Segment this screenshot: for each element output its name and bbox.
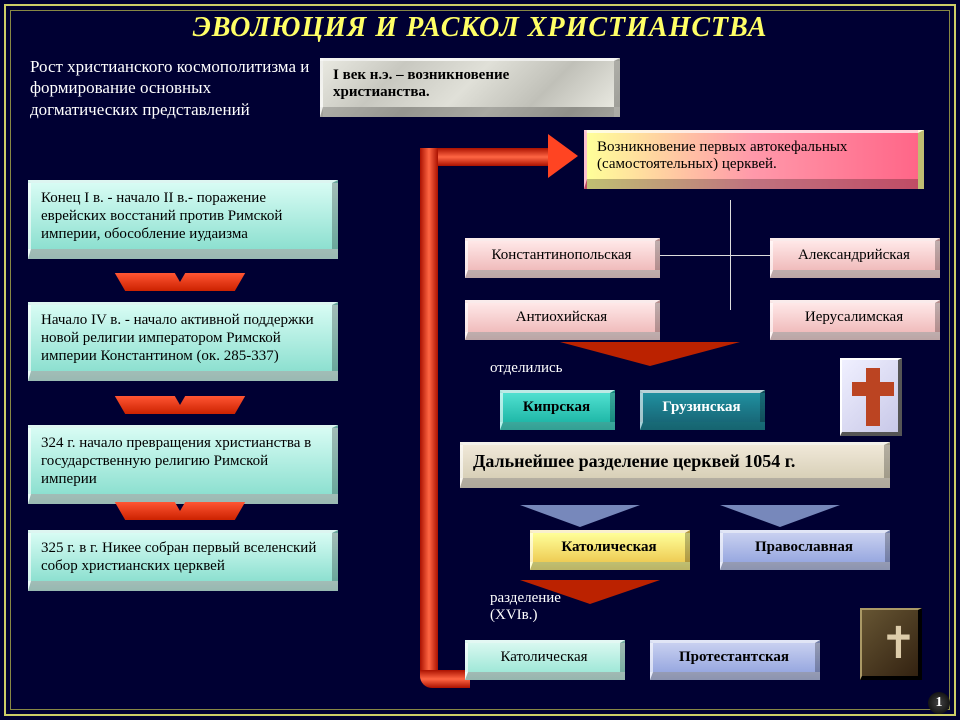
era-box-origin: I век н.э. – возникновение христианства. <box>320 58 620 117</box>
split-label: разделение (XVIв.) <box>490 590 610 624</box>
intro-text: Рост христианского космополитизма и форм… <box>30 56 310 120</box>
left-box-1: Конец I в. - начало II в.- поражение евр… <box>28 180 338 259</box>
red-arrowhead <box>548 134 578 178</box>
left-box-3: 324 г. начало превращения христианства в… <box>28 425 338 504</box>
red-pipe-vertical <box>420 148 438 678</box>
page-number: 1 <box>928 692 950 714</box>
connector-bow <box>120 273 240 291</box>
church-box-jerusalem: Иерусалимская <box>770 300 940 340</box>
church-cyprus: Кипрская <box>500 390 615 430</box>
down-arrow-blue <box>720 505 840 527</box>
church-box-antioch: Антиохийская <box>465 300 660 340</box>
page-title: ЭВОЛЮЦИЯ И РАСКОЛ ХРИСТИАНСТВА <box>0 12 960 44</box>
down-arrow-blue <box>520 505 640 527</box>
autocephalous-box: Возникновение первых автокефальных (само… <box>584 130 924 189</box>
church-georgia: Грузинская <box>640 390 765 430</box>
down-arrow-red <box>560 342 740 366</box>
crucifix-icon: ✝ <box>860 608 922 680</box>
church-box-alexandria: Александрийская <box>770 238 940 278</box>
cross-icon <box>840 358 902 436</box>
catholic-box-2: Католическая <box>465 640 625 680</box>
connector-bow <box>120 396 240 414</box>
left-box-4: 325 г. в г. Никее собран первый вселенск… <box>28 530 338 591</box>
division-1054-box: Дальнейшее разделение церквей 1054 г. <box>460 442 890 488</box>
red-pipe-horizontal <box>420 670 470 688</box>
connector-bow <box>120 502 240 520</box>
left-box-2: Начало IV в. - начало активной поддержки… <box>28 302 338 381</box>
catholic-box: Католическая <box>530 530 690 570</box>
protestant-box: Протестантская <box>650 640 820 680</box>
separated-label: отделились <box>490 360 562 377</box>
church-box-constantinople: Константинопольская <box>465 238 660 278</box>
orthodox-box: Православная <box>720 530 890 570</box>
red-pipe-horizontal <box>420 148 550 166</box>
